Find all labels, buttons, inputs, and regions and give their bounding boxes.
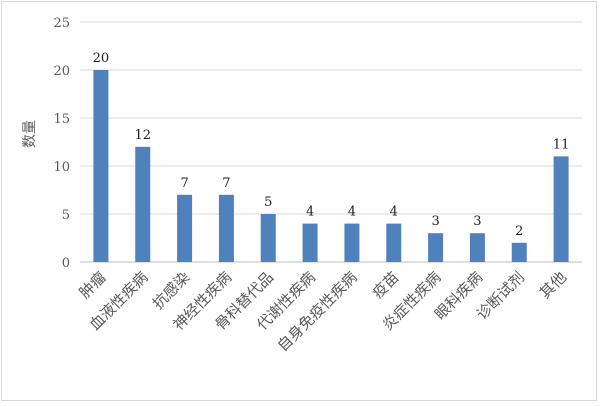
- y-tick-label: 25: [53, 16, 70, 31]
- data-label: 11: [553, 137, 570, 152]
- bar: [177, 194, 193, 262]
- bar: [553, 156, 569, 262]
- y-tick-label: 5: [62, 208, 70, 223]
- data-label: 20: [93, 51, 110, 66]
- bar: [93, 70, 109, 262]
- y-axis-ticks: 0 5 10 15 20 25: [53, 16, 70, 271]
- data-label: 7: [222, 176, 230, 191]
- bar-chart: 0 5 10 15 20 25 20 12 7 7 5 4 4 4 3 3 2 11 肿瘤血液性疾病抗感染神经性…: [22, 16, 582, 355]
- data-label: 4: [348, 205, 356, 220]
- data-label: 2: [515, 224, 523, 239]
- bar: [135, 146, 151, 262]
- bar: [386, 223, 402, 262]
- bar: [302, 223, 318, 262]
- data-label: 4: [306, 205, 314, 220]
- data-label: 5: [264, 195, 272, 210]
- bar: [344, 223, 360, 262]
- x-tick-label: 其他: [536, 268, 570, 302]
- y-tick-label: 20: [53, 64, 70, 79]
- y-tick-label: 0: [62, 256, 70, 271]
- chart-frame: 0 5 10 15 20 25 20 12 7 7 5 4 4 4 3 3 2 11 肿瘤 血液性疾病 抗感染 神经性…: [1, 1, 597, 401]
- data-label: 3: [473, 214, 481, 229]
- data-label: 7: [180, 176, 188, 191]
- data-label: 4: [390, 205, 398, 220]
- data-label: 12: [134, 128, 151, 143]
- bar: [260, 214, 276, 262]
- data-label: 3: [431, 214, 439, 229]
- x-tick-label: 疫苗: [369, 268, 403, 302]
- gridlines: [80, 21, 582, 263]
- y-tick-label: 10: [53, 160, 70, 175]
- y-tick-label: 15: [53, 112, 70, 127]
- bar: [428, 233, 444, 262]
- bar: [469, 233, 485, 262]
- y-axis-title: 数量: [22, 120, 38, 148]
- bars: [93, 70, 569, 262]
- x-tick-label: 肿瘤: [76, 268, 110, 302]
- bar: [218, 194, 234, 262]
- bar: [511, 242, 527, 262]
- data-labels: 20 12 7 7 5 4 4 4 3 3 2 11: [93, 51, 570, 239]
